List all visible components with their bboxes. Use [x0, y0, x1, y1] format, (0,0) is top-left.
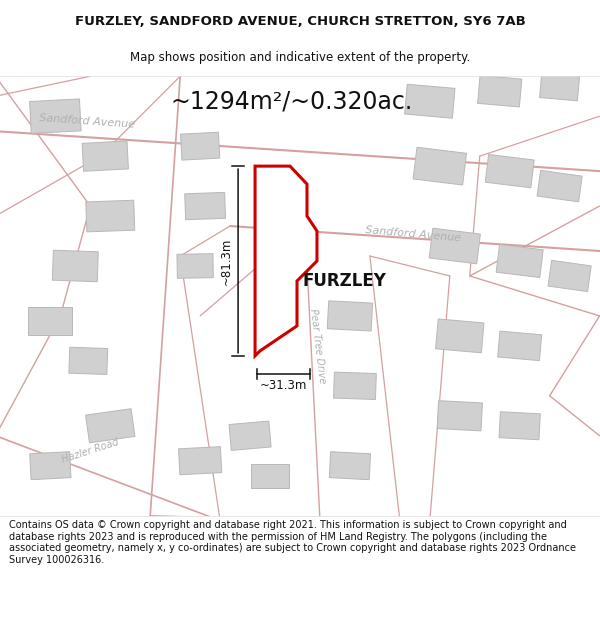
Bar	[86, 200, 135, 232]
Text: Sandford Avenue: Sandford Avenue	[365, 225, 461, 243]
Text: FURZLEY, SANDFORD AVENUE, CHURCH STRETTON, SY6 7AB: FURZLEY, SANDFORD AVENUE, CHURCH STRETTO…	[74, 15, 526, 28]
Bar	[548, 261, 591, 292]
Bar	[437, 401, 482, 431]
Bar	[485, 154, 534, 188]
Text: Pear Tree Drive: Pear Tree Drive	[308, 308, 327, 384]
Bar	[82, 141, 128, 171]
Bar	[229, 421, 271, 451]
Bar	[496, 244, 543, 278]
Bar	[177, 254, 214, 278]
Text: ~31.3m: ~31.3m	[260, 379, 307, 392]
Bar	[30, 452, 71, 480]
Bar	[185, 192, 226, 220]
Polygon shape	[255, 166, 317, 356]
Text: Contains OS data © Crown copyright and database right 2021. This information is : Contains OS data © Crown copyright and d…	[9, 520, 576, 565]
Bar	[28, 307, 73, 335]
Text: ~81.3m: ~81.3m	[220, 238, 233, 284]
Bar	[327, 301, 373, 331]
Bar	[413, 148, 467, 185]
Bar	[436, 319, 484, 352]
Text: FURZLEY: FURZLEY	[303, 272, 387, 290]
Bar	[404, 84, 455, 118]
Bar	[181, 132, 220, 160]
Bar	[334, 372, 376, 399]
Bar	[478, 76, 522, 107]
Text: Map shows position and indicative extent of the property.: Map shows position and indicative extent…	[130, 51, 470, 64]
Text: Sandford Avenue: Sandford Avenue	[38, 113, 135, 129]
Text: Hazler Road: Hazler Road	[61, 437, 120, 464]
Bar	[179, 447, 222, 475]
Bar	[499, 412, 541, 440]
Bar	[52, 250, 98, 282]
Bar	[497, 331, 542, 361]
Bar	[329, 452, 371, 480]
Bar	[429, 228, 481, 264]
Bar	[539, 72, 580, 101]
Bar	[251, 464, 289, 488]
Bar	[29, 99, 81, 134]
Bar	[69, 348, 108, 374]
Bar	[86, 409, 135, 442]
Text: ~1294m²/~0.320ac.: ~1294m²/~0.320ac.	[170, 89, 412, 113]
Bar	[537, 171, 582, 202]
